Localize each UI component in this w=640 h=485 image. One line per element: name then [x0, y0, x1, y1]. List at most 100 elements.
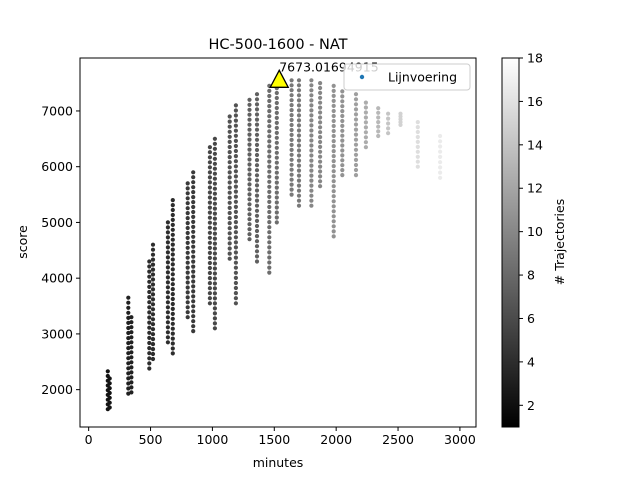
data-point: [340, 148, 345, 153]
data-point: [289, 167, 294, 172]
data-point: [309, 198, 314, 203]
data-point: [267, 93, 272, 99]
data-point: [274, 200, 279, 205]
data-point: [191, 195, 196, 200]
data-point: [212, 246, 217, 251]
data-point: [274, 105, 279, 111]
data-point: [212, 226, 217, 231]
data-point: [150, 287, 156, 292]
best-point-marker: [269, 68, 290, 88]
data-point: [191, 259, 196, 264]
data-point: [331, 194, 336, 199]
data-point: [185, 305, 190, 310]
data-point: [247, 137, 252, 142]
data-point: [150, 297, 156, 302]
data-point: [207, 270, 212, 276]
data-point: [274, 95, 279, 101]
colorbar-tick-label: 16: [527, 94, 543, 109]
data-point: [363, 135, 368, 140]
data-point: [331, 209, 336, 214]
data-point: [247, 227, 252, 232]
data-point: [170, 252, 175, 257]
data-point: [212, 216, 217, 221]
data-point: [191, 234, 196, 239]
data-point: [415, 120, 420, 125]
data-point: [247, 187, 252, 192]
data-point: [267, 255, 272, 260]
data-point: [227, 160, 232, 165]
data-point: [185, 315, 190, 320]
data-point: [227, 216, 232, 221]
data-point: [185, 225, 190, 231]
data-point: [353, 167, 359, 173]
data-point: [233, 265, 238, 270]
data-point: [233, 179, 238, 184]
data-point: [185, 245, 190, 250]
data-point: [207, 180, 212, 185]
data-point: [289, 177, 294, 182]
data-point: [331, 98, 336, 103]
data-point: [170, 316, 175, 321]
data-point: [415, 154, 420, 159]
data-point: [170, 207, 175, 213]
data-point: [147, 346, 152, 351]
data-point: [227, 124, 232, 129]
data-point: [331, 204, 336, 209]
data-point: [170, 326, 175, 331]
data-point: [289, 93, 294, 98]
data-point: [233, 143, 238, 149]
data-point: [233, 184, 238, 189]
data-point: [170, 292, 175, 297]
data-point: [227, 226, 232, 231]
data-point: [296, 128, 302, 133]
data-point: [233, 128, 238, 133]
data-point: [207, 205, 212, 210]
data-point: [185, 216, 190, 221]
data-point: [165, 295, 170, 300]
data-point: [415, 149, 420, 154]
data-point: [191, 224, 196, 229]
data-point: [353, 162, 359, 168]
data-point: [150, 292, 156, 297]
data-point: [309, 183, 314, 188]
data-point: [274, 205, 279, 210]
data-point: [150, 282, 156, 287]
data-point: [267, 240, 272, 245]
data-point: [363, 130, 368, 135]
data-point: [296, 98, 302, 103]
data-point: [296, 178, 302, 183]
data-point: [254, 127, 260, 132]
data-point: [247, 192, 252, 197]
data-point: [274, 190, 279, 195]
colorbar-label: # Trajectories: [552, 199, 567, 285]
data-point: [353, 92, 359, 97]
data-point: [165, 250, 170, 255]
data-point: [331, 83, 336, 88]
data-point: [254, 112, 260, 117]
data-point: [233, 250, 238, 255]
data-point: [296, 173, 302, 178]
data-point: [267, 199, 272, 204]
data-point: [129, 330, 134, 335]
data-point: [247, 132, 252, 137]
data-point: [170, 262, 175, 267]
data-point: [289, 122, 294, 128]
data-point: [289, 147, 294, 152]
data-point: [353, 142, 359, 147]
data-point: [309, 93, 314, 98]
data-point: [331, 93, 336, 98]
data-point: [212, 266, 217, 271]
data-point: [267, 270, 272, 275]
data-point: [331, 234, 336, 239]
data-point: [254, 137, 260, 142]
data-point: [267, 204, 272, 210]
data-point: [191, 304, 196, 309]
data-point: [191, 170, 196, 175]
data-point: [247, 102, 252, 107]
data-point: [296, 158, 302, 163]
data-point: [438, 149, 443, 154]
data-point: [438, 160, 443, 165]
data-point: [309, 128, 314, 133]
data-point: [227, 210, 232, 216]
data-point: [340, 128, 345, 133]
